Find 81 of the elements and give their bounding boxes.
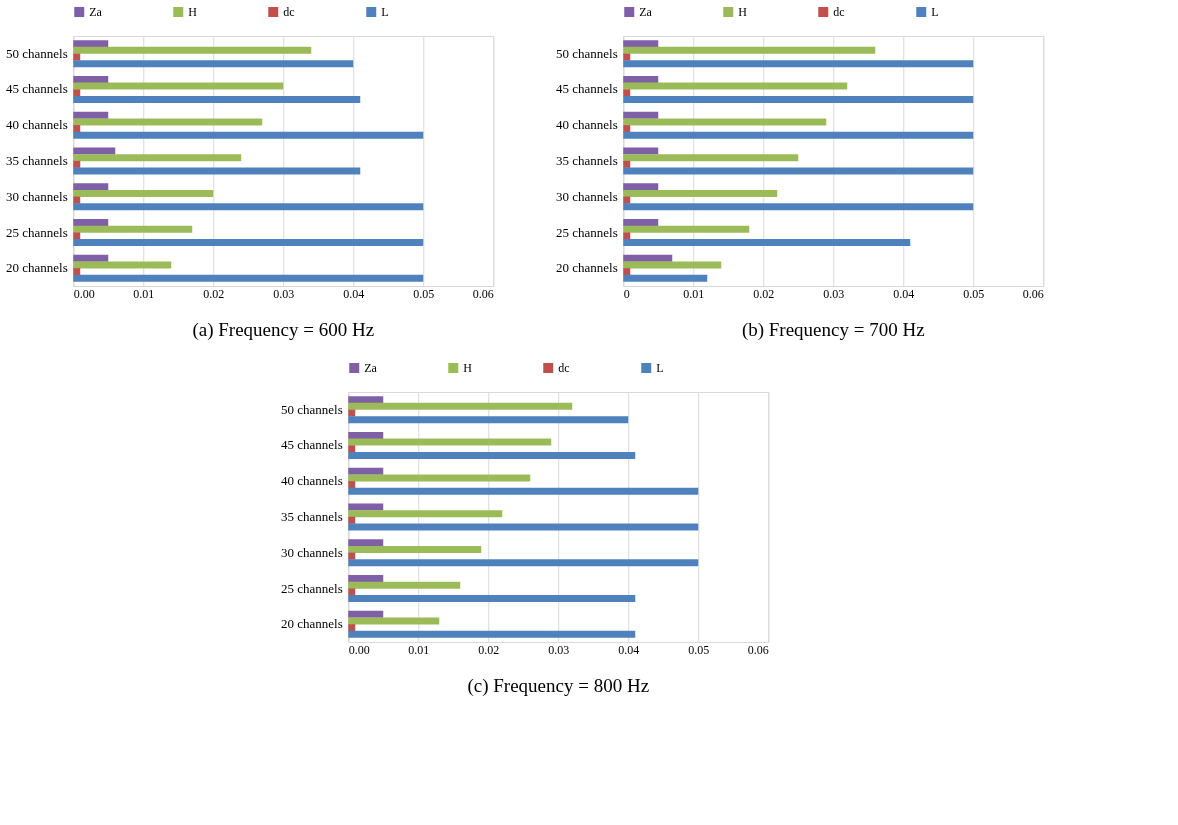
legend-label: L bbox=[931, 5, 939, 19]
x-tick-label: 0.04 bbox=[893, 286, 915, 301]
legend-label: Za bbox=[364, 361, 378, 375]
bar bbox=[623, 218, 659, 226]
x-tick-label: 0.06 bbox=[747, 642, 769, 657]
y-tick-label: 20 channels bbox=[6, 260, 68, 276]
bar bbox=[623, 125, 631, 133]
y-tick-label: 25 channels bbox=[281, 580, 343, 596]
y-tick-label: 35 channels bbox=[6, 153, 68, 168]
bar bbox=[623, 46, 876, 54]
legend-label: Za bbox=[89, 5, 103, 19]
y-tick-label: 45 channels bbox=[281, 437, 343, 453]
x-tick-label: 0.03 bbox=[823, 286, 845, 301]
y-tick-label: 45 channels bbox=[556, 81, 618, 97]
y-tick-label: 50 channels bbox=[6, 45, 68, 61]
y-tick-label: 20 channels bbox=[281, 616, 343, 632]
x-tick-label: 0.01 bbox=[683, 286, 705, 301]
bar bbox=[623, 225, 750, 233]
legend-label: dc bbox=[558, 361, 570, 375]
bar bbox=[623, 75, 659, 83]
bar bbox=[623, 274, 708, 282]
x-tick-label: 0.00 bbox=[348, 642, 370, 657]
x-tick-label: 0.02 bbox=[203, 286, 225, 301]
y-tick-label: 50 channels bbox=[556, 45, 618, 61]
x-tick-label: 0 bbox=[623, 286, 630, 301]
bar bbox=[623, 60, 974, 68]
y-tick-label: 30 channels bbox=[281, 544, 343, 560]
bar bbox=[623, 147, 659, 155]
x-tick-label: 0.06 bbox=[1022, 286, 1044, 301]
legend-label: H bbox=[738, 5, 748, 19]
bar bbox=[623, 268, 631, 276]
y-tick-label: 35 channels bbox=[281, 509, 343, 524]
bar bbox=[623, 131, 974, 139]
bar bbox=[623, 239, 911, 247]
x-tick-label: 0.00 bbox=[73, 286, 95, 301]
bar bbox=[623, 118, 827, 126]
x-tick-label: 0.02 bbox=[753, 286, 775, 301]
bar bbox=[623, 261, 722, 269]
legend-label: H bbox=[463, 361, 473, 375]
y-tick-label: 30 channels bbox=[6, 188, 68, 204]
bar bbox=[623, 189, 778, 197]
bar bbox=[623, 160, 631, 168]
y-tick-label: 40 channels bbox=[556, 117, 618, 133]
legend-label: L bbox=[381, 5, 389, 19]
legend-label: L bbox=[656, 361, 664, 375]
text: (c) Frequency = 800 Hz bbox=[467, 675, 650, 697]
x-tick-label: 0.01 bbox=[133, 286, 155, 301]
y-tick-label: 50 channels bbox=[281, 401, 343, 417]
x-tick-label: 0.01 bbox=[408, 642, 430, 657]
x-tick-label: 0.04 bbox=[343, 286, 365, 301]
bar bbox=[623, 167, 974, 175]
y-tick-label: 45 channels bbox=[6, 81, 68, 97]
bar bbox=[623, 40, 659, 48]
bar bbox=[623, 82, 848, 90]
y-tick-label: 40 channels bbox=[281, 473, 343, 489]
legend-label: H bbox=[188, 5, 198, 19]
y-tick-label: 25 channels bbox=[556, 224, 618, 240]
y-tick-label: 30 channels bbox=[556, 188, 618, 204]
legend-label: dc bbox=[283, 5, 295, 19]
x-tick-label: 0.05 bbox=[963, 286, 985, 301]
x-tick-label: 0.05 bbox=[688, 642, 710, 657]
bar bbox=[623, 203, 974, 211]
x-tick-label: 0.02 bbox=[478, 642, 500, 657]
legend-label: dc bbox=[833, 5, 845, 19]
y-tick-label: 20 channels bbox=[556, 260, 618, 276]
x-tick-label: 0.06 bbox=[472, 286, 494, 301]
y-tick-label: 25 channels bbox=[6, 224, 68, 240]
x-tick-label: 0.04 bbox=[618, 642, 640, 657]
text: (a) Frequency = 600 Hz bbox=[192, 319, 375, 341]
text: (b) Frequency = 700 Hz bbox=[741, 319, 925, 341]
y-tick-label: 35 channels bbox=[556, 153, 618, 168]
bar bbox=[623, 96, 974, 104]
bar bbox=[623, 154, 799, 162]
x-tick-label: 0.03 bbox=[548, 642, 570, 657]
bar bbox=[623, 232, 631, 240]
legend-label: Za bbox=[639, 5, 653, 19]
bar bbox=[623, 183, 659, 191]
y-tick-label: 40 channels bbox=[6, 117, 68, 133]
x-tick-label: 0.03 bbox=[273, 286, 295, 301]
x-tick-label: 0.05 bbox=[413, 286, 435, 301]
bar bbox=[623, 89, 631, 97]
